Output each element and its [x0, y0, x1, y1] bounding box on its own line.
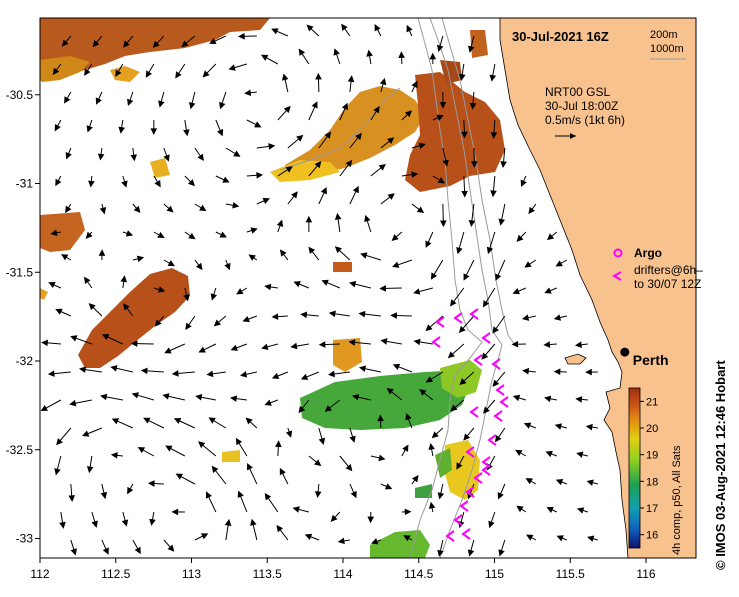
sst-patch-central-small: [333, 262, 352, 272]
colorbar-tick-label: 17: [646, 503, 658, 515]
current-model-label: NRT00 GSL: [545, 85, 610, 99]
x-tick-label: 116: [636, 567, 655, 581]
x-axis: 112 112.5 113 113.5 114 114.5 115 115.5 116: [30, 558, 655, 581]
x-tick-label: 114.5: [404, 567, 433, 581]
x-tick-label: 112: [30, 567, 49, 581]
map-timestamp: 30-Jul-2021 16Z: [512, 29, 609, 44]
x-tick-label: 112.5: [101, 567, 130, 581]
isobath-label-1000m: 1000m: [650, 43, 684, 55]
y-tick-label: -31: [16, 177, 34, 191]
x-tick-label: 113.5: [253, 567, 282, 581]
colorbar-tick-label: 19: [646, 450, 658, 462]
colorbar-tick-label: 21: [646, 396, 658, 408]
y-axis: -30.5 -31 -31.5 -32 -32.5 -33: [6, 88, 40, 546]
colorbar-tick-label: 20: [646, 423, 658, 435]
drifter-legend-label-2: to 30/07 12Z: [634, 277, 701, 291]
y-tick-label: -31.5: [6, 265, 34, 279]
perth-marker: [620, 348, 629, 357]
x-tick-label: 115: [485, 567, 504, 581]
current-time-label: 30-Jul 18:00Z: [545, 99, 618, 113]
x-tick-label: 115.5: [556, 567, 585, 581]
colorbar-caption: 4h comp, p50, All Sats: [671, 445, 683, 555]
isobath-label-200m: 200m: [650, 29, 678, 41]
y-tick-label: -32: [16, 354, 34, 368]
colorbar: [629, 388, 640, 548]
x-tick-label: 113: [182, 567, 201, 581]
y-tick-label: -32.5: [6, 443, 34, 457]
x-tick-label: 114: [333, 567, 352, 581]
credit-text: © IMOS 03-Aug-2021 12:46 Hobart: [713, 360, 728, 570]
sst-patch-south-small: [222, 450, 240, 462]
drifter-legend-label-1: drifters@6h–: [634, 263, 703, 277]
current-scale-label: 0.5m/s (1kt 6h): [545, 113, 625, 127]
y-tick-label: -33: [16, 532, 34, 546]
colorbar-tick-label: 16: [646, 530, 658, 542]
sst-patch-east-north: [470, 30, 488, 58]
argo-legend-label: Argo: [634, 246, 662, 260]
perth-label: Perth: [633, 352, 669, 368]
y-tick-label: -30.5: [6, 88, 34, 102]
colorbar-tick-label: 18: [646, 476, 658, 488]
